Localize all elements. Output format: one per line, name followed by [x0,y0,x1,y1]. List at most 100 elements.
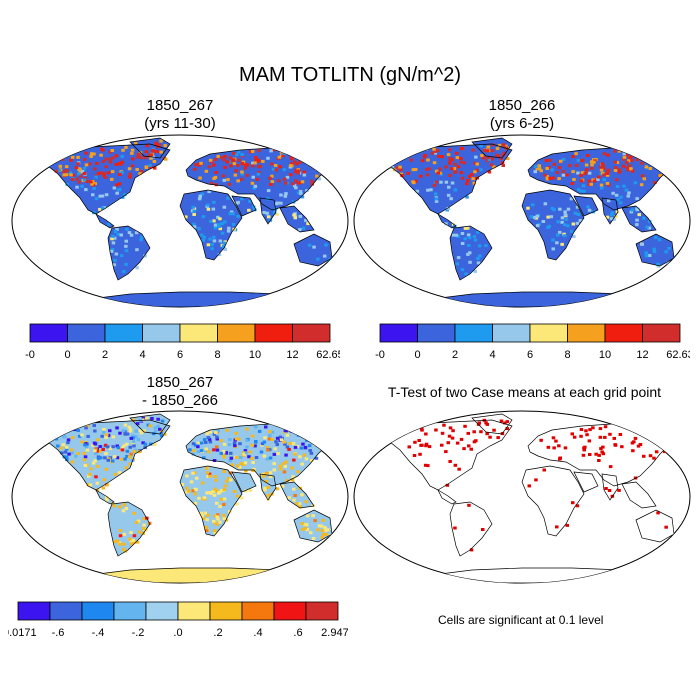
grid-cell [124,239,128,243]
grid-cell [324,156,328,160]
grid-cell [425,168,429,171]
grid-cell [253,208,257,212]
grid-cell [124,466,128,470]
grid-cell [93,182,97,186]
grid-cell [298,160,302,164]
grid-cell [451,223,456,227]
grid-cell [47,431,51,434]
grid-cell [310,459,314,462]
grid-cell [123,193,127,197]
grid-cell [406,171,410,175]
grid-cell [130,164,135,168]
grid-cell [275,487,280,491]
grid-cell [322,156,326,160]
grid-cell [76,429,80,432]
grid-cell [69,158,73,162]
coastline [437,213,457,229]
coastline [95,489,115,505]
grid-cell [314,456,319,460]
grid-cell [550,206,554,210]
grid-cell [115,444,119,448]
grid-cell [257,429,262,433]
coastline [521,189,585,261]
grid-cell [134,521,139,525]
grid-cell [598,435,603,439]
grid-cell [192,222,196,226]
grid-cell [401,155,405,159]
grid-cell [148,424,152,428]
grid-cell [197,496,201,500]
grid-cell [302,522,307,526]
grid-cell [488,435,492,439]
grid-cell [82,451,87,455]
grid-cell [557,444,561,448]
grid-cell [102,174,106,178]
grid-cell [195,476,199,480]
grid-cell [135,168,139,171]
grid-cell [222,497,227,501]
grid-cell [460,176,465,180]
grid-cell [235,494,240,498]
grid-cell [163,144,167,148]
grid-cell [616,198,620,201]
grid-cell [574,152,578,156]
grid-cell [99,153,103,157]
grid-cell [572,435,577,439]
colorbar-swatch [142,323,181,343]
grid-cell [396,157,400,161]
grid-cell [200,233,204,237]
land-central-america [438,214,456,228]
grid-cell [555,171,559,175]
grid-cell [190,209,195,213]
grid-cell [502,151,507,155]
grid-cell [590,166,594,170]
grid-cell [459,160,463,164]
grid-cell [533,170,537,174]
grid-cell [186,489,191,493]
grid-cell [618,433,623,436]
grid-cell [228,160,233,164]
grid-cell [622,152,626,156]
grid-cell [152,160,157,163]
grid-cell [207,437,212,441]
grid-cell [196,441,200,445]
grid-cell [216,517,220,521]
colorbar-swatch [104,323,143,343]
grid-cell [208,474,212,478]
grid-cell [420,159,425,163]
grid-cell [664,250,668,254]
grid-cell [254,440,258,443]
grid-cell [442,423,446,427]
grid-cell [208,158,213,162]
grid-cell [214,431,218,435]
grid-cell [440,155,444,159]
grid-cell [599,447,603,451]
grid-cell [228,459,232,463]
grid-cell [142,523,146,527]
grid-cell [236,200,240,204]
coastline [129,413,171,435]
grid-cell [261,159,265,163]
grid-cell [479,144,483,148]
grid-cell [193,501,198,505]
grid-cell [433,151,437,155]
coastline [601,473,619,501]
grid-cell [254,425,258,429]
grid-cell [58,164,63,168]
grid-cell [149,156,153,160]
grid-cell [644,251,648,255]
colorbar-label: -.6 [52,627,65,639]
grid-cell [618,201,623,205]
grid-cell [547,166,551,169]
grid-cell [558,230,562,234]
grid-cell [266,156,270,160]
map-panel-4 [353,410,691,584]
grid-cell [560,220,564,224]
grid-cell [535,214,540,218]
grid-cell [602,152,607,156]
grid-cell [664,525,668,529]
grid-cell [272,452,277,456]
grid-cell [568,164,572,168]
grid-cell [298,455,302,459]
grid-cell [545,175,549,179]
